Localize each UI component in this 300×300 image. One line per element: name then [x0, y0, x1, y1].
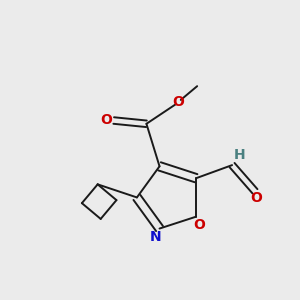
Text: O: O [172, 95, 184, 109]
Text: O: O [250, 191, 262, 206]
Text: O: O [100, 113, 112, 127]
Text: N: N [150, 230, 161, 244]
Text: O: O [193, 218, 205, 232]
Text: H: H [233, 148, 245, 162]
